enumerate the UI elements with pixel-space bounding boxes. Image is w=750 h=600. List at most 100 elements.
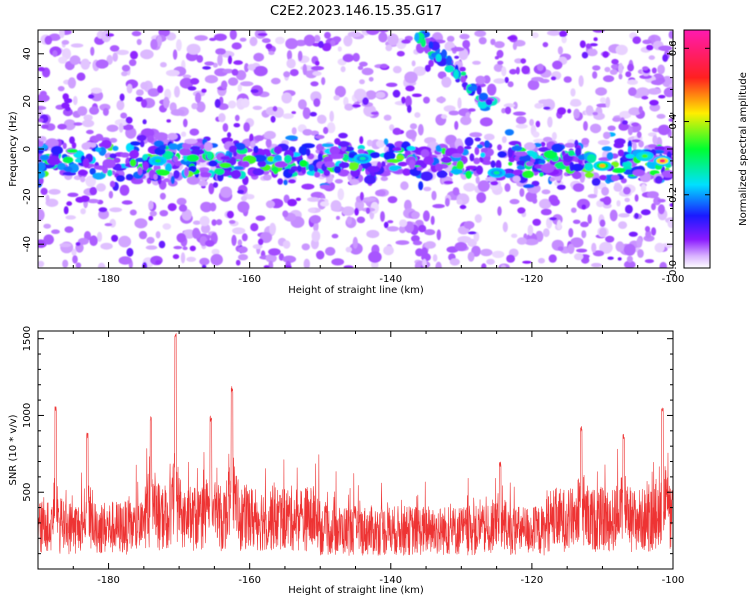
heatmap-cell (571, 207, 577, 213)
heatmap-cell (404, 199, 412, 211)
heatmap-cell (364, 175, 377, 185)
heatmap-cell (452, 187, 460, 196)
heatmap-cell (255, 215, 266, 221)
heatmap-cell (646, 44, 654, 51)
heatmap-cell (531, 151, 538, 159)
heatmap-cell (232, 227, 246, 235)
heatmap-cell (475, 75, 486, 85)
heatmap-cell (109, 207, 123, 213)
heatmap-cell (254, 135, 264, 142)
heatmap-cell (229, 30, 237, 40)
heatmap-cell (147, 88, 160, 97)
heatmap-cell (331, 233, 339, 239)
heatmap-cell (179, 148, 192, 156)
heatmap-cell (112, 145, 119, 151)
snr-x-axis-label: Height of straight line (km) (288, 585, 424, 596)
heatmap-cell (543, 150, 558, 159)
heatmap-cell (186, 154, 200, 162)
heatmap-cell (517, 207, 526, 214)
heatmap-cell (76, 72, 86, 81)
heatmap-cell (186, 175, 200, 185)
heatmap-cell (305, 148, 311, 157)
y-tick-label: 500 (22, 483, 33, 502)
heatmap-cell (481, 263, 487, 268)
heatmap-cell (397, 161, 408, 167)
heatmap-cell (504, 183, 511, 192)
heatmap-cell (252, 244, 263, 250)
heatmap-cell (651, 79, 664, 85)
heatmap-cell (95, 59, 109, 69)
heatmap-cell (411, 211, 420, 220)
heatmap-cell (579, 40, 586, 48)
heatmap-cell (343, 35, 353, 47)
heatmap-cell (436, 229, 441, 241)
heatmap-cell (405, 129, 417, 140)
heatmap-cell (601, 146, 612, 152)
heatmap-cell (581, 204, 587, 210)
heatmap-cell (490, 180, 499, 186)
heatmap-cell (57, 139, 62, 148)
heatmap-cell (375, 189, 386, 197)
heatmap-cell (265, 253, 277, 263)
heatmap-cell (62, 156, 74, 164)
heatmap-cell (649, 99, 659, 106)
heatmap-cell (114, 163, 122, 171)
heatmap-cell (77, 106, 88, 116)
snr-y-axis-label: SNR (10 * v/v) (8, 414, 19, 485)
heatmap-cell (237, 189, 245, 194)
heatmap-cell (521, 65, 530, 75)
heatmap-cell (257, 160, 267, 168)
heatmap-cell (595, 87, 607, 96)
heatmap-cell (134, 218, 148, 229)
colorbar-tick-label: 0.2 (668, 187, 679, 203)
heatmap-cell (204, 240, 215, 247)
heatmap-cell (623, 162, 632, 168)
heatmap-cell (599, 174, 607, 181)
heatmap-cell (417, 124, 424, 136)
heatmap-cell (272, 106, 278, 112)
heatmap-cell (420, 38, 426, 48)
heatmap-cell (297, 165, 302, 173)
heatmap-cell (641, 154, 648, 158)
heatmap-cell (321, 77, 326, 86)
heatmap-cell (563, 76, 572, 83)
heatmap-cell (359, 136, 364, 145)
heatmap-cell (611, 58, 619, 65)
heatmap-cell (590, 123, 602, 134)
heatmap-cell (632, 142, 637, 151)
spectrogram-y-axis-label: Frequency (Hz) (8, 111, 19, 187)
heatmap-cell (493, 171, 500, 175)
heatmap-cell (506, 254, 515, 263)
heatmap-cell (263, 130, 276, 140)
heatmap-cell (137, 166, 143, 176)
heatmap-cell (539, 78, 550, 84)
heatmap-cell (237, 84, 242, 92)
heatmap-cell (609, 209, 618, 222)
heatmap-cell (138, 230, 148, 240)
heatmap-cell (516, 237, 527, 245)
heatmap-cell (156, 169, 170, 176)
heatmap-cell (50, 145, 64, 155)
heatmap-cell (415, 248, 424, 257)
heatmap-cell (607, 125, 616, 131)
heatmap-cell (477, 180, 490, 192)
heatmap-cell (383, 151, 396, 161)
heatmap-cell (204, 75, 218, 84)
heatmap-cell (522, 260, 532, 264)
heatmap-cell (462, 39, 471, 49)
heatmap-cell (237, 239, 243, 247)
heatmap-cell (513, 111, 526, 116)
heatmap-cell (284, 265, 292, 268)
heatmap-cell (464, 146, 472, 150)
heatmap-cell (548, 254, 557, 263)
heatmap-cell (407, 104, 412, 113)
heatmap-cell (94, 133, 104, 141)
heatmap-cell (87, 198, 100, 204)
heatmap-cell (576, 198, 591, 210)
heatmap-cell (605, 96, 611, 108)
heatmap-cell (101, 139, 112, 149)
heatmap-cell (440, 156, 453, 164)
heatmap-cell (567, 243, 575, 254)
heatmap-cell (283, 71, 291, 78)
heatmap-cell (350, 168, 361, 178)
